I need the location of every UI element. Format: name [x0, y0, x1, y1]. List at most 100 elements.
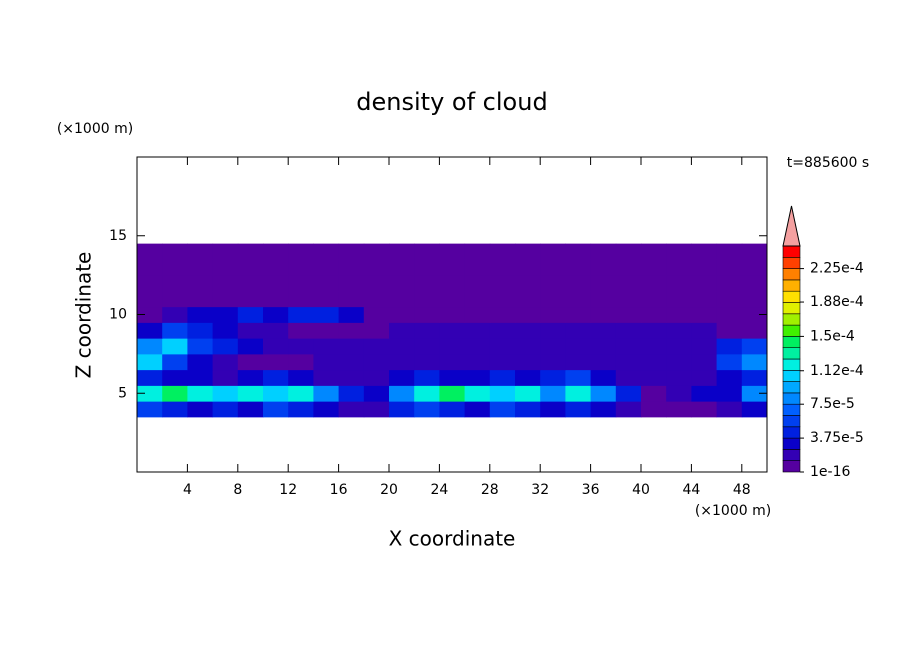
contour-cell	[212, 353, 239, 371]
x-tick-label: 32	[531, 482, 549, 498]
contour-cell	[137, 243, 163, 260]
contour-cell	[615, 353, 642, 371]
contour-cell	[212, 369, 239, 386]
contour-cell	[489, 275, 516, 292]
contour-cell	[691, 322, 718, 339]
contour-cell	[741, 290, 768, 308]
contour-cell	[716, 259, 743, 276]
contour-cell	[716, 385, 743, 402]
colorbar-tick-label: 1.5e-4	[810, 328, 855, 344]
contour-cell	[263, 259, 289, 276]
contour-cell	[666, 385, 692, 402]
contour-cell	[641, 275, 667, 292]
contour-cell	[313, 306, 340, 323]
contour-cell	[464, 338, 491, 355]
contour-cell	[515, 290, 541, 308]
contour-cell	[288, 353, 314, 371]
contour-cell	[363, 259, 390, 276]
colorbar-tick-label: 3.75e-5	[810, 430, 864, 446]
x-tick-label: 16	[330, 482, 348, 498]
contour-cell	[666, 243, 692, 260]
contour-cell	[540, 401, 566, 418]
contour-cell	[137, 338, 163, 355]
contour-cell	[691, 290, 718, 308]
colorbar-band	[782, 313, 801, 326]
x-tick-label: 44	[682, 482, 700, 498]
contour-cell	[389, 369, 415, 386]
contour-cell	[666, 353, 692, 371]
contour-cell	[288, 259, 314, 276]
contour-cell	[363, 369, 390, 386]
contour-cell	[691, 385, 718, 402]
contour-cell	[716, 369, 743, 386]
colorbar-band	[782, 256, 801, 269]
contour-cell	[338, 275, 365, 292]
x-unit: (×1000 m)	[695, 503, 771, 519]
colorbar-band	[782, 279, 801, 292]
colorbar-band	[782, 358, 801, 371]
contour-cell	[691, 243, 718, 260]
contour-cell	[237, 385, 264, 402]
contour-cell	[489, 353, 516, 371]
contour-cell	[565, 338, 592, 355]
contour-cell	[288, 338, 314, 355]
contour-cell	[187, 385, 214, 402]
contour-cell	[540, 385, 566, 402]
contour-cell	[263, 243, 289, 260]
contour-cell	[212, 401, 239, 418]
contour-cell	[590, 338, 617, 355]
x-tick-label: 4	[183, 482, 192, 498]
contour-cell	[590, 401, 617, 418]
contour-cell	[414, 243, 440, 260]
contour-cell	[414, 275, 440, 292]
contour-cell	[716, 338, 743, 355]
x-tick-label: 20	[380, 482, 398, 498]
contour-cell	[489, 306, 516, 323]
contour-cell	[414, 338, 440, 355]
contour-cell	[464, 243, 491, 260]
contour-cell	[540, 275, 566, 292]
contour-cell	[615, 322, 642, 339]
contour-cell	[716, 290, 743, 308]
chart-title: density of cloud	[356, 88, 547, 116]
contour-cell	[263, 275, 289, 292]
contour-cell	[691, 306, 718, 323]
contour-cell	[540, 338, 566, 355]
contour-cell	[313, 369, 340, 386]
contour-cell	[187, 259, 214, 276]
contour-cell	[515, 322, 541, 339]
contour-cell	[363, 306, 390, 323]
contour-cell	[489, 401, 516, 418]
contour-cell	[615, 401, 642, 418]
contour-cell	[489, 290, 516, 308]
colorbar-band	[782, 245, 801, 258]
colorbar-band	[782, 302, 801, 315]
contour-cell	[464, 275, 491, 292]
contour-cell	[414, 322, 440, 339]
contour-cell	[641, 353, 667, 371]
contour-cell	[641, 322, 667, 339]
contour-cell	[338, 369, 365, 386]
contour-cell	[162, 353, 188, 371]
contour-cell	[338, 385, 365, 402]
contour-cell	[212, 322, 239, 339]
y-tick-label: 5	[118, 385, 127, 401]
y-tick-label: 10	[109, 307, 127, 323]
contour-cell	[741, 353, 768, 371]
contour-cell	[464, 259, 491, 276]
contour-cell	[237, 275, 264, 292]
x-tick-label: 24	[430, 482, 448, 498]
colorbar-extend	[782, 205, 801, 247]
contour-cell	[237, 401, 264, 418]
contour-cell	[540, 306, 566, 323]
contour-cell	[414, 290, 440, 308]
contour-cell	[363, 275, 390, 292]
contour-cell	[237, 369, 264, 386]
contour-cell	[162, 385, 188, 402]
x-axis-label: X coordinate	[389, 527, 516, 551]
colorbar-tick-label: 1e-16	[810, 464, 850, 480]
contour-cell	[565, 401, 592, 418]
contour-cell	[565, 259, 592, 276]
contour-cell	[288, 385, 314, 402]
contour-cell	[615, 385, 642, 402]
